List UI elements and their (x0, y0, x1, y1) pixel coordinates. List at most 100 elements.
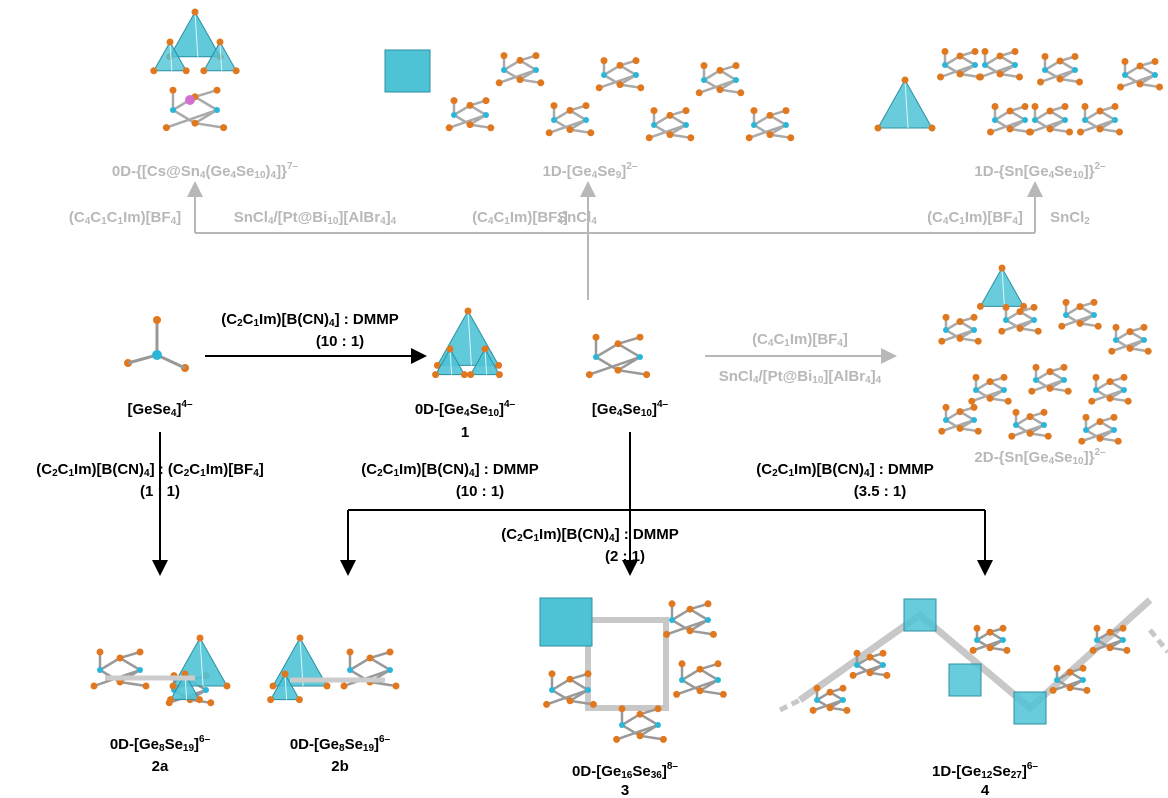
label-part: ] (194, 736, 199, 753)
label-part: 16 (621, 770, 633, 781)
label-part: 4 (1049, 170, 1055, 181)
se-atom (169, 682, 177, 690)
label-part: C (948, 209, 959, 226)
bond (569, 128, 591, 135)
label-part: 4 (464, 408, 470, 419)
atom (992, 117, 998, 123)
atom (566, 697, 574, 705)
label-part: 1D-[Ge (932, 763, 981, 780)
se-atom (973, 624, 981, 632)
bond (1030, 118, 1066, 134)
label-part: 1 (959, 216, 965, 227)
se-atom (1094, 322, 1102, 330)
se-atom (1049, 686, 1057, 694)
bond (119, 680, 147, 688)
atom (1056, 75, 1064, 83)
bond (546, 688, 589, 706)
se-atom (585, 371, 593, 379)
bond (1040, 68, 1076, 84)
label-part: ] (621, 163, 626, 180)
se-atom (340, 682, 348, 690)
bond (748, 123, 787, 139)
label-part: Se (992, 763, 1010, 780)
label-part: 19 (363, 743, 375, 754)
label-part: ] (652, 401, 657, 418)
se-atom (464, 307, 472, 315)
se-atom (1082, 413, 1090, 421)
tetrahedron (877, 78, 933, 129)
se-atom (1060, 363, 1068, 371)
se-atom (191, 8, 199, 16)
se-atom (481, 345, 489, 353)
atom (716, 66, 724, 74)
label-part: 4 (1049, 456, 1055, 467)
tetrahedron (434, 347, 466, 376)
label-part: (C (36, 461, 52, 478)
ge-atom (152, 350, 162, 360)
label: (2 : 1) (605, 548, 645, 565)
label-part: C (778, 461, 789, 478)
se-atom (1041, 53, 1049, 60)
se-atom (1011, 48, 1019, 55)
bond (769, 133, 791, 140)
octahedron (903, 598, 937, 632)
se-atom (1090, 298, 1098, 306)
bond (369, 656, 391, 672)
atom (701, 77, 707, 83)
label-part: ] : DMMP (475, 461, 539, 478)
atom (1022, 117, 1028, 123)
cs-atom (185, 95, 195, 105)
se-atom (853, 649, 861, 657)
se-atom (1114, 437, 1122, 445)
atom (683, 122, 689, 128)
atom (1136, 80, 1144, 88)
label-part: ] (176, 209, 181, 226)
label-part: 2 (377, 468, 383, 479)
se-atom (1062, 298, 1070, 306)
atom (97, 667, 103, 673)
chain-end (778, 697, 802, 713)
se-atom (981, 48, 989, 55)
edge (484, 348, 488, 375)
se-atom (1124, 397, 1132, 405)
bond (990, 118, 1026, 134)
edge (284, 673, 288, 700)
label: 0D-{[Cs@Sn4(Ge4Se10)4]}7– (112, 161, 299, 181)
tetrahedron (469, 347, 501, 376)
atom (751, 122, 757, 128)
se-atom (1088, 397, 1096, 405)
label: SnCl4 (557, 209, 597, 227)
label: (C2C1Im)[B(CN)4] : DMMP (501, 526, 679, 544)
label-part: C (523, 526, 534, 543)
se-atom (745, 134, 753, 142)
bond (498, 68, 537, 84)
se-atom (613, 735, 621, 743)
label-part: C (107, 209, 118, 226)
label-part: 4 (865, 375, 871, 386)
atom (1000, 637, 1006, 643)
label: (10 : 1) (456, 483, 504, 500)
label-part: (Ge (205, 163, 230, 180)
label-part: C (243, 311, 254, 328)
atom (766, 111, 774, 119)
label: 0D-[Ge4Se10]4– (415, 399, 516, 419)
bond (194, 95, 218, 112)
label-part: 4 (864, 468, 870, 479)
se-atom (937, 73, 944, 81)
bond (617, 336, 641, 345)
se-atom (1089, 646, 1097, 654)
label-part: ] : DMMP (335, 311, 399, 328)
label-part: 4 (380, 216, 386, 227)
se-atom (1002, 303, 1010, 311)
atom (669, 617, 675, 623)
label-part: (C (221, 311, 237, 328)
atom (633, 72, 639, 78)
label-part: 0D-{[Cs@Sn (112, 163, 200, 180)
se-atom (941, 48, 949, 55)
atom (1121, 387, 1127, 393)
label-part: SnCl (234, 209, 268, 226)
label-part: C (493, 209, 504, 226)
edge (169, 41, 173, 71)
se-atom (495, 79, 503, 87)
label-part: (1 : 1) (140, 483, 180, 500)
